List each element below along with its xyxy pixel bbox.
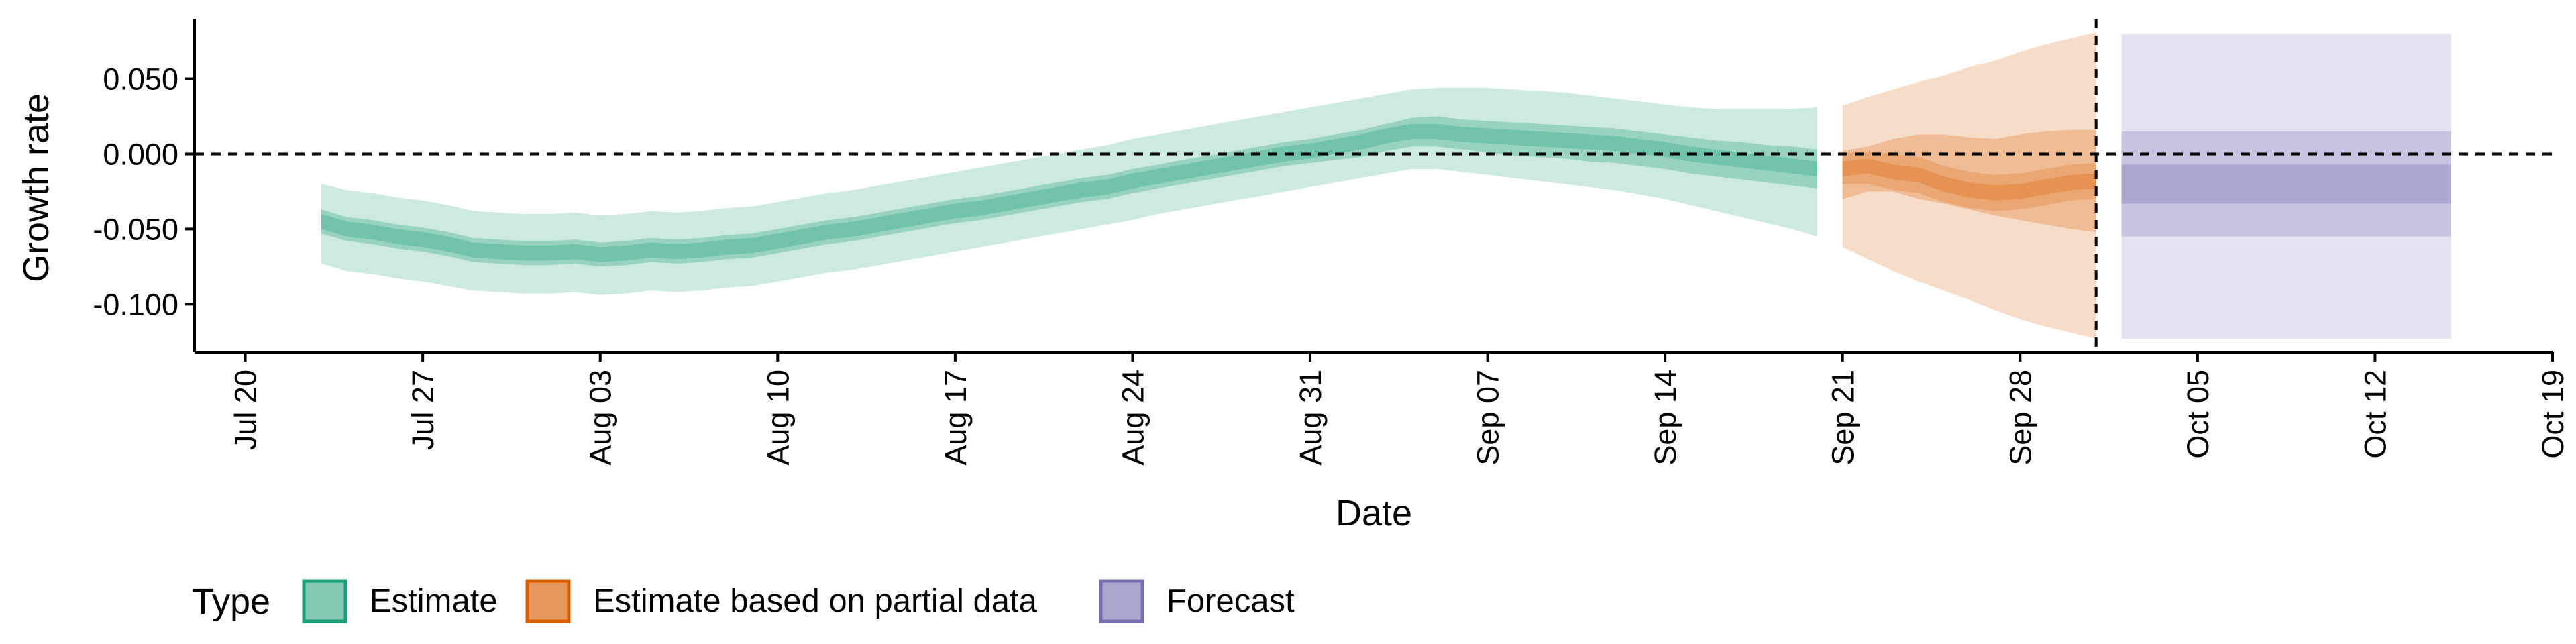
x-tick-label: Oct 05 [2181, 370, 2215, 459]
x-tick-label: Sep 14 [1648, 370, 1682, 466]
legend-key-partial [525, 579, 571, 623]
x-tick-label: Aug 31 [1293, 370, 1328, 466]
x-tick-label: Aug 24 [1116, 370, 1150, 466]
estimate-median-band [321, 123, 1817, 262]
partial-median-band [1842, 158, 2096, 201]
legend: Type Estimate Estimate based on partial d… [192, 579, 1295, 623]
x-tick-label: Sep 28 [2003, 370, 2037, 466]
x-tick-label: Jul 27 [406, 370, 440, 450]
x-tick-label: Sep 07 [1471, 370, 1505, 466]
y-tick-label: 0.050 [103, 62, 178, 97]
x-axis-title: Date [1336, 493, 1412, 533]
legend-title: Type [192, 582, 270, 622]
legend-key-estimate [302, 579, 347, 623]
y-tick-label: -0.100 [93, 287, 178, 321]
x-tick-label: Aug 03 [584, 370, 618, 466]
x-tick-label: Aug 17 [938, 370, 973, 466]
legend-key-forecast [1099, 579, 1144, 623]
x-tick-label: Oct 19 [2536, 370, 2570, 459]
chart-axes: Jul 20 Jul 27 Aug 03 Aug 10 Aug 17 Aug 24 Aug … [93, 19, 2570, 466]
legend-label: Estimate based on partial data [593, 583, 1038, 619]
x-tick-label: Sep 21 [1826, 370, 1860, 466]
x-tick-label: Oct 12 [2358, 370, 2392, 459]
legend-label: Forecast [1167, 583, 1295, 619]
x-tick-label: Jul 20 [229, 370, 263, 450]
x-tick-label: Aug 10 [761, 370, 795, 466]
y-tick-label: 0.000 [103, 137, 178, 171]
y-tick-label: -0.050 [93, 212, 178, 246]
forecast-median-band [2121, 164, 2451, 204]
chart-bands [321, 32, 2451, 339]
legend-label: Estimate [370, 583, 498, 619]
reference-lines [195, 19, 2553, 352]
y-axis-title: Growth rate [16, 93, 56, 282]
